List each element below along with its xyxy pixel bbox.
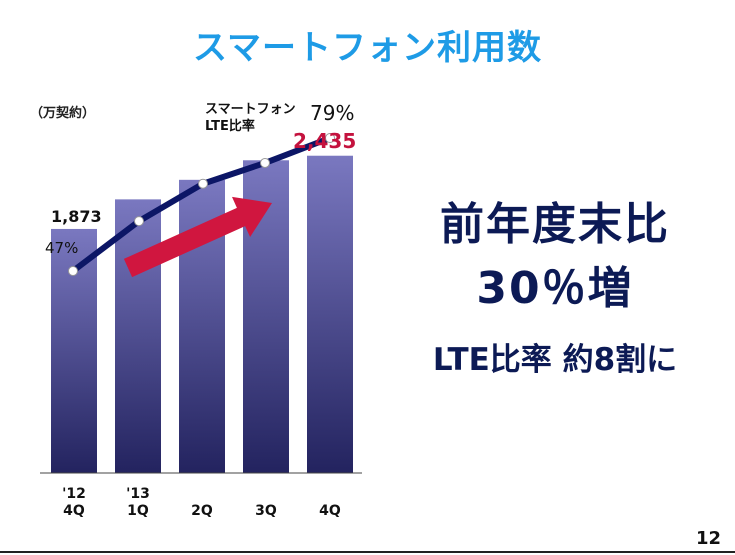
x-tick-quarter: 3Q xyxy=(255,503,277,519)
lte-label-line1: スマートフォン xyxy=(205,102,296,117)
lte-point xyxy=(68,266,78,276)
lte-point xyxy=(260,157,270,168)
x-tick-label: 2Q xyxy=(172,486,232,520)
x-tick-year: '13 xyxy=(126,486,150,502)
lte-ratio-note: LTE比率 約8割に xyxy=(432,342,678,378)
x-tick-quarter: 4Q xyxy=(63,503,85,519)
slide-title: スマートフォン利用数 xyxy=(193,28,542,68)
x-tick-label: '12 4Q xyxy=(44,486,104,520)
lte-ratio-label: スマートフォン LTE比率 xyxy=(205,101,296,135)
lte-ratio-value: 47% xyxy=(45,239,79,257)
x-tick-year xyxy=(172,486,232,503)
x-tick-label: 4Q xyxy=(300,486,360,520)
lte-point xyxy=(325,133,335,143)
x-tick-label: '13 1Q xyxy=(108,486,168,520)
x-tick-year xyxy=(300,486,360,503)
x-tick-quarter: 2Q xyxy=(191,503,213,519)
x-tick-year: '12 xyxy=(62,486,86,502)
growth-value: 30％増 xyxy=(476,263,634,314)
unit-label: （万契約） xyxy=(30,106,96,121)
x-tick-quarter: 4Q xyxy=(319,503,341,519)
lte-point xyxy=(134,216,144,227)
lte-label-line2: LTE比率 xyxy=(205,119,255,134)
bar-4q-0 xyxy=(51,228,97,473)
page-number: 12 xyxy=(695,528,721,549)
lte-point xyxy=(198,178,208,189)
x-tick-quarter: 1Q xyxy=(127,503,149,519)
bar-1q-1 xyxy=(115,199,161,473)
yoy-label: 前年度末比 xyxy=(440,199,670,250)
x-tick-label: 3Q xyxy=(236,486,296,520)
growth-arrow xyxy=(123,196,273,278)
lte-ratio-value: 79% xyxy=(310,101,355,125)
x-tick-year xyxy=(236,486,296,503)
bar-value-label: 1,873 xyxy=(51,206,102,226)
bar-4q-4 xyxy=(307,155,353,474)
bar-value-label: 2,435 xyxy=(293,128,357,153)
bottom-rule xyxy=(0,551,735,553)
